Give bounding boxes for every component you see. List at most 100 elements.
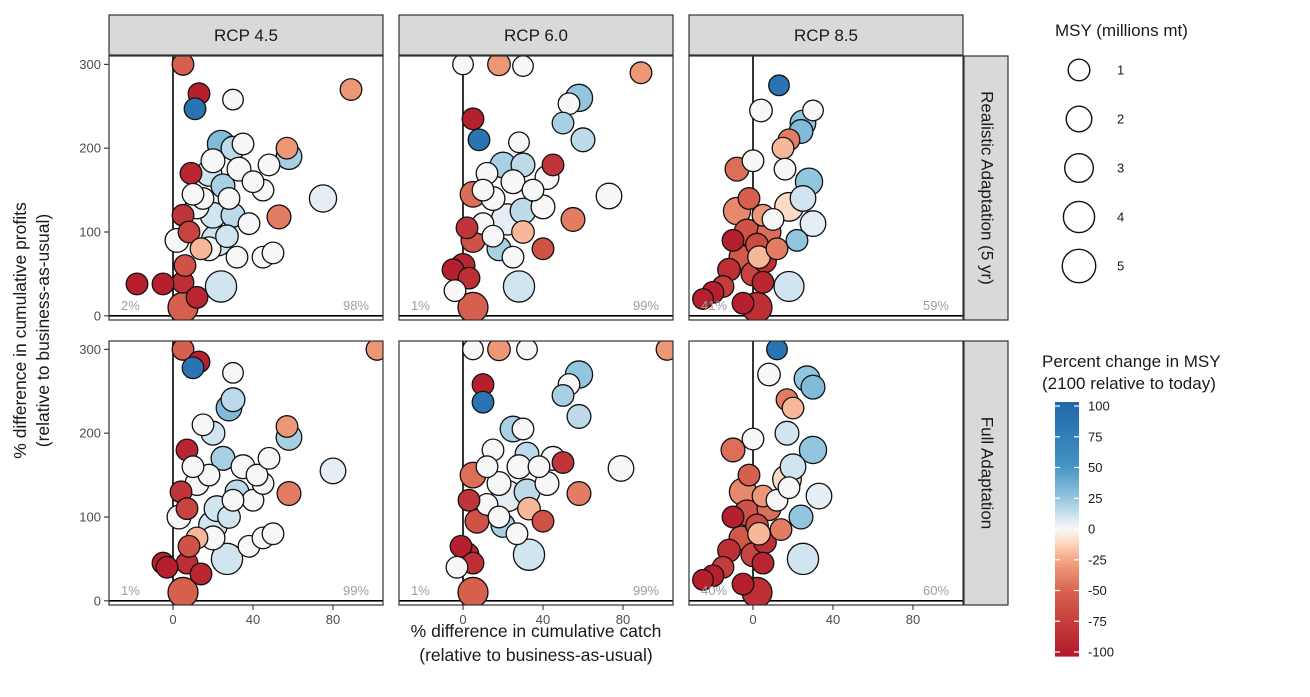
facet-strip-column [108,14,384,56]
colorbar-segment [1055,404,1079,408]
colorbar-segment [1055,577,1079,581]
data-point [508,131,530,154]
colorbar-segment [1055,422,1079,426]
colorbar-segment [1055,539,1079,543]
data-point [155,555,179,579]
colorbar-segment [1055,638,1079,642]
data-point [237,212,261,236]
data-point [595,182,623,210]
colorbar-segment [1055,518,1079,522]
colorbar-segment [1055,429,1079,434]
colorbar-segment [1055,445,1079,449]
data-point [177,534,201,558]
data-point [210,542,244,576]
y-axis-tick-label: 200 [79,426,101,441]
colorbar-segment [1055,475,1079,479]
percent-label-left: 1% [411,298,430,313]
data-point [171,56,195,76]
colorbar-segment [1055,554,1079,558]
data-point [692,568,714,591]
data-point [339,78,363,101]
colorbar-segment [1055,485,1079,489]
legends: MSY (millions mt) 1 2 3 4 5 Percent change in … [1042,21,1221,660]
facet-panel: 41% 59% [688,55,964,321]
x-axis-tick-label: 0 [169,612,176,627]
data-point [773,270,805,303]
x-axis-tick-label: 80 [616,612,630,627]
colorbar-segment [1055,602,1079,606]
colorbar-segment [1055,531,1079,535]
colorbar-tick-label: 100 [1088,399,1110,414]
colorbar-segment [1055,620,1079,624]
colorbar-segment [1055,473,1079,477]
data-point [257,446,281,470]
facet-label-column: RCP 6.0 [504,26,568,45]
percent-label-right: 99% [633,298,659,313]
data-point [749,98,773,123]
data-point [788,504,814,530]
colorbar-segment [1055,457,1079,462]
data-point [487,341,511,362]
data-point [191,413,215,437]
data-point [773,157,797,181]
colorbar-segment [1055,516,1079,520]
data-point [541,153,565,177]
data-point [511,417,535,441]
colorbar-tick-label: 0 [1088,522,1095,537]
y-axis-tick-label: 300 [79,342,101,357]
data-point [768,74,790,97]
colorbar-tick-label: -75 [1088,614,1107,629]
colorbar-segment [1055,508,1079,512]
y-axis-tick-label: 100 [79,225,101,240]
colorbar-segment [1055,567,1079,571]
colorbar-segment [1055,551,1079,555]
colorbar-segment [1055,501,1079,505]
x-axis-tick-label: 40 [536,612,550,627]
colorbar-segment [1055,427,1079,431]
data-point [177,220,201,244]
color-legend-subtitle: (2100 relative to today) [1042,374,1216,393]
panel-border [398,340,674,606]
colorbar-segment [1055,574,1079,578]
data-point [551,451,575,474]
data-point [455,216,479,240]
percent-label-right: 59% [923,298,949,313]
data-point [241,170,265,194]
colorbar-segment [1055,455,1079,459]
panel-background [689,341,963,605]
colorbar-tick-label: -50 [1088,583,1107,598]
size-legend-label: 1 [1117,63,1124,78]
data-point [225,245,249,269]
data-point [501,245,525,269]
data-point [167,576,199,605]
colorbar-segment [1055,493,1079,497]
data-point [276,481,302,507]
colorbar-segment [1055,452,1079,456]
size-legend-circle [1063,152,1095,184]
x-axis-tick-label: 0 [459,612,466,627]
colorbar-segment [1055,506,1079,510]
data-point [189,562,213,586]
data-point [751,551,775,575]
panel-plot-area [109,341,383,605]
colorbar-segment [1055,617,1079,622]
data-point [500,169,526,195]
panel-plot-area [109,56,383,320]
data-point [774,420,800,446]
data-point [204,270,238,303]
facet-panel: 1% 99% [108,340,384,606]
data-point [560,206,586,232]
y-axis-title: % difference in cumulative profits [10,202,30,459]
colorbar-segment [1055,587,1079,591]
data-point [506,454,532,480]
data-point [183,97,207,121]
panel-plot-area [399,56,673,320]
colorbar-segment [1055,498,1079,502]
x-axis-tick-label: 80 [326,612,340,627]
panel-plot-area [399,341,673,605]
data-point [245,463,269,487]
facet-panel: 2% 98% [108,55,384,321]
data-point [731,572,755,596]
